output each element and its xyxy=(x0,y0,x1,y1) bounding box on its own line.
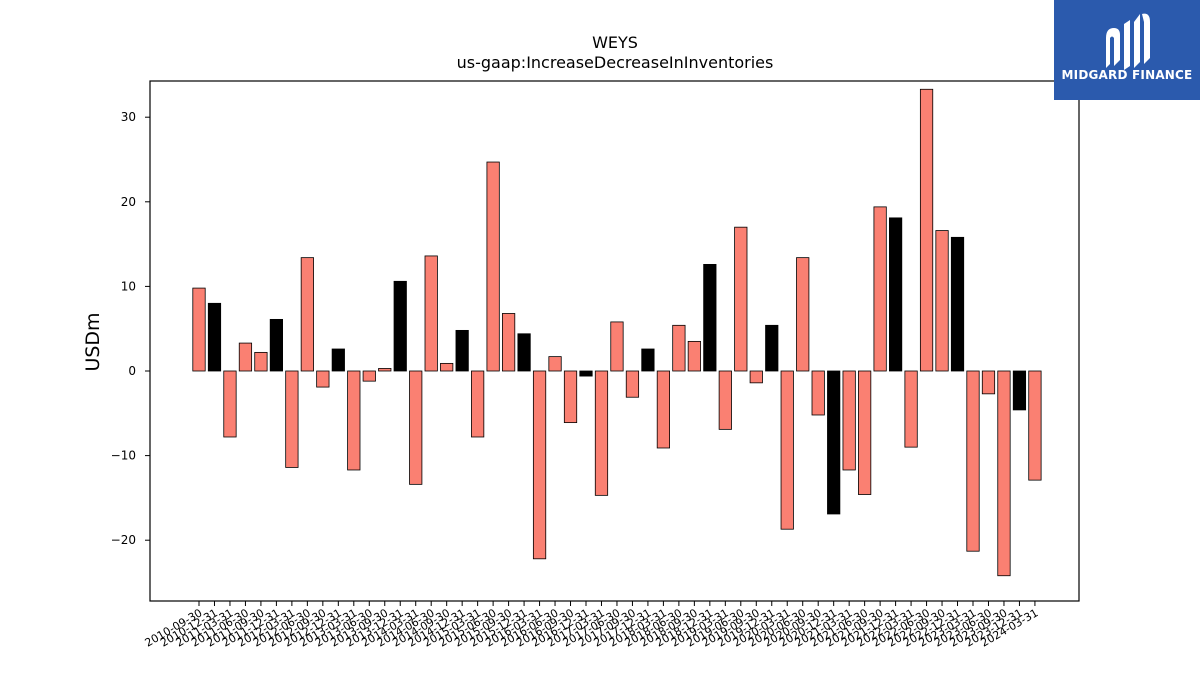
bar-2011-09-30 xyxy=(254,351,268,372)
bar-2019-12-31 xyxy=(765,324,779,372)
plot-area-frame xyxy=(149,80,1080,602)
bar-2016-09-30 xyxy=(563,370,578,424)
bar-2024-03-31 xyxy=(1028,370,1042,481)
bar-2023-03-31 xyxy=(966,370,980,552)
bar-2017-06-30 xyxy=(610,321,624,372)
bar-2018-06-30 xyxy=(672,324,686,372)
y-tick-label-0: 0 xyxy=(128,364,136,378)
bar-2012-09-30 xyxy=(316,370,330,388)
bar-2017-09-30 xyxy=(625,370,640,398)
bar-2010-09-30 xyxy=(192,287,206,372)
bar-2019-03-31 xyxy=(718,370,732,430)
bar-2021-09-30 xyxy=(873,206,887,372)
bar-2015-03-31 xyxy=(471,370,485,438)
bar-2019-09-30 xyxy=(749,370,763,384)
bar-2022-12-31 xyxy=(950,236,965,372)
bar-2016-06-30 xyxy=(548,356,562,372)
bar-2022-06-30 xyxy=(919,88,934,372)
bar-2022-03-31 xyxy=(904,370,918,448)
y-tick-label-30: 30 xyxy=(121,110,136,124)
bar-2010-12-31 xyxy=(207,302,222,372)
bar-2016-12-31 xyxy=(579,370,593,377)
bar-2023-12-31 xyxy=(1012,370,1027,411)
bar-2013-09-30 xyxy=(378,368,392,372)
bar-2015-06-30 xyxy=(486,161,500,372)
bar-2020-12-31 xyxy=(827,370,841,515)
brand-name: MIDGARD FINANCE xyxy=(1061,68,1193,82)
bar-2021-12-31 xyxy=(889,217,903,372)
bar-2014-06-30 xyxy=(424,255,438,372)
bar-2023-09-30 xyxy=(997,370,1011,577)
bar-2020-03-31 xyxy=(780,370,794,530)
bar-2012-12-31 xyxy=(331,348,345,372)
midgard-m-logo-icon xyxy=(1106,13,1150,70)
bar-2015-09-30 xyxy=(501,313,516,372)
bar-2018-03-31 xyxy=(656,370,671,449)
y-tick-label-20: 20 xyxy=(121,195,136,209)
bar-2012-03-31 xyxy=(285,370,299,468)
y-axis: −20 −10 0 10 20 30 xyxy=(111,110,150,547)
bar-2018-12-31 xyxy=(703,263,717,372)
bar-2018-09-30 xyxy=(687,340,701,372)
x-axis: 2010-09-302010-12-312011-03-312011-06-30… xyxy=(143,601,1040,650)
bar-2023-06-30 xyxy=(981,370,996,395)
brand-logo: MIDGARD FINANCE xyxy=(1054,0,1200,100)
bar-2021-06-30 xyxy=(858,370,872,495)
y-tick-label-10: 10 xyxy=(121,279,136,293)
bar-2017-03-31 xyxy=(594,370,609,496)
bar-2013-06-30 xyxy=(362,370,376,382)
chart-subtitle: us-gaap:IncreaseDecreaseInInventories xyxy=(457,53,774,72)
bar-2013-12-31 xyxy=(393,280,407,372)
bar-2020-06-30 xyxy=(796,257,810,372)
bar-2016-03-31 xyxy=(532,370,547,560)
bar-2015-12-31 xyxy=(517,333,531,372)
bar-2014-09-30 xyxy=(440,362,454,372)
chart-title: WEYS xyxy=(592,33,638,52)
bar-2019-06-30 xyxy=(734,226,748,372)
bar-2014-03-31 xyxy=(409,370,423,485)
bar-2017-12-31 xyxy=(641,348,655,372)
bar-2021-03-31 xyxy=(842,370,856,471)
bars-group xyxy=(192,88,1042,577)
bar-2013-03-31 xyxy=(347,370,361,471)
bar-2011-12-31 xyxy=(269,318,284,372)
y-tick-label--20: −20 xyxy=(111,533,136,547)
y-axis-label: USDm xyxy=(82,312,104,371)
bar-2011-06-30 xyxy=(238,342,253,372)
bar-2012-06-30 xyxy=(300,257,314,372)
bar-2014-12-31 xyxy=(455,329,469,372)
bar-2020-09-30 xyxy=(811,370,825,416)
y-tick-label--10: −10 xyxy=(111,449,136,463)
bar-2011-03-31 xyxy=(223,370,237,438)
bar-2022-09-30 xyxy=(935,230,949,372)
